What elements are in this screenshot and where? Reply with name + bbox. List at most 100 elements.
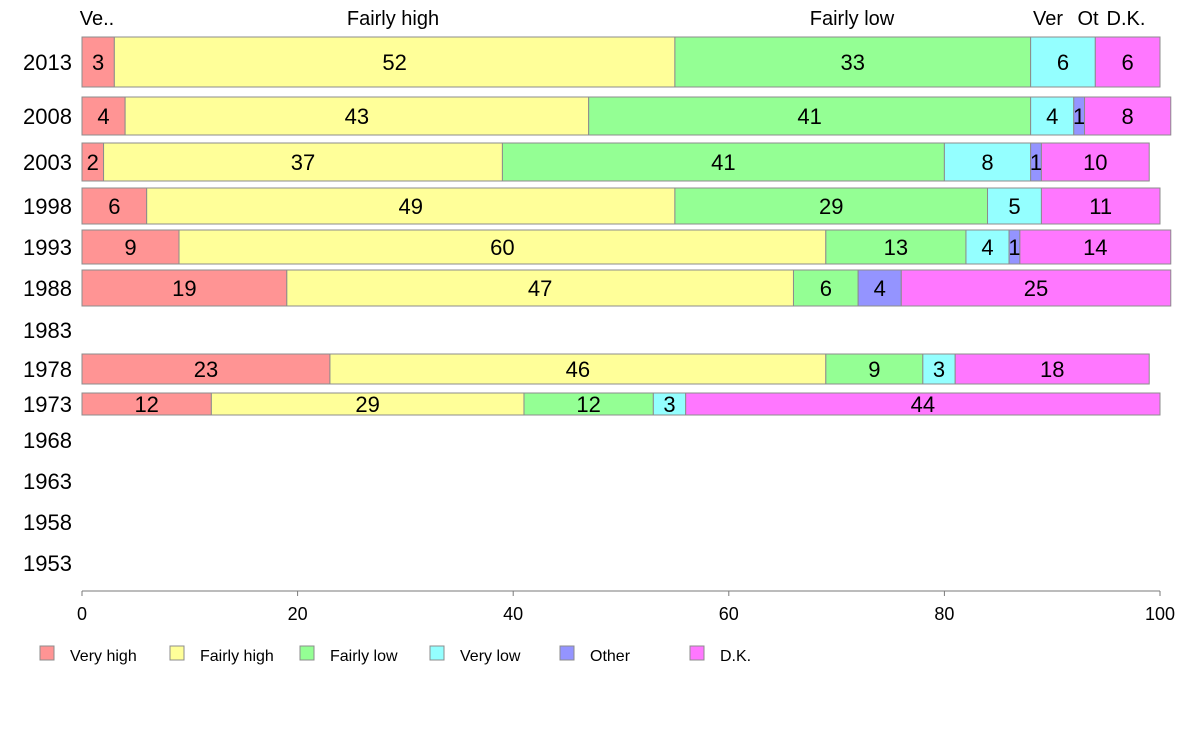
data-label: 18 xyxy=(1040,357,1064,382)
data-label: 5 xyxy=(1008,194,1020,219)
bar-segment xyxy=(113,36,676,88)
data-label: 19 xyxy=(172,276,196,301)
data-label: 14 xyxy=(1083,235,1107,260)
legend-swatch xyxy=(559,645,575,661)
data-label: 3 xyxy=(92,50,104,75)
y-tick-label: 1963 xyxy=(23,469,72,494)
data-label: 6 xyxy=(1057,50,1069,75)
x-tick-label: 0 xyxy=(77,604,87,624)
data-label: 6 xyxy=(108,194,120,219)
bar-segment xyxy=(792,269,859,307)
bar-segment xyxy=(674,36,1032,88)
data-label: 12 xyxy=(134,392,158,417)
top-label: Ve.. xyxy=(80,8,114,30)
x-tick-label: 60 xyxy=(719,604,739,624)
x-tick-label: 40 xyxy=(503,604,523,624)
bar-segment xyxy=(900,269,1172,307)
bar-segment xyxy=(81,96,126,136)
bar-segment xyxy=(825,353,924,385)
data-label: 49 xyxy=(399,194,423,219)
data-label: 3 xyxy=(663,392,675,417)
data-label: 46 xyxy=(566,357,590,382)
legend-swatch xyxy=(39,645,55,661)
bar-segment xyxy=(1040,187,1161,225)
data-label: 13 xyxy=(884,235,908,260)
data-label: 4 xyxy=(1046,104,1058,129)
data-label: 10 xyxy=(1083,150,1107,175)
data-label: 11 xyxy=(1089,194,1112,219)
top-label: Fairly low xyxy=(810,8,895,30)
top-label: Ver xyxy=(1033,8,1063,30)
data-label: 29 xyxy=(355,392,379,417)
data-label: 43 xyxy=(345,104,369,129)
bar-segment xyxy=(588,96,1032,136)
data-label: 33 xyxy=(841,50,865,75)
bar-segment xyxy=(81,187,148,225)
x-axis: 0 20 40 60 80 100 xyxy=(77,590,1175,624)
bar-segment xyxy=(178,229,827,265)
y-tick-label: 2013 xyxy=(23,50,72,75)
bar-segment xyxy=(81,353,331,385)
data-label: 1 xyxy=(1073,104,1085,129)
legend-label: Very low xyxy=(460,648,521,665)
y-tick-label: 1968 xyxy=(23,428,72,453)
data-label: 44 xyxy=(911,392,935,417)
legend-label: Very high xyxy=(70,648,137,665)
legend-swatch xyxy=(429,645,445,661)
y-tick-label: 1993 xyxy=(23,235,72,260)
x-tick-label: 80 xyxy=(934,604,954,624)
bar-segment xyxy=(1040,142,1150,182)
y-tick-label: 2008 xyxy=(23,104,72,129)
data-label: 1 xyxy=(1008,235,1020,260)
legend-label: D.K. xyxy=(720,648,751,665)
data-label: 4 xyxy=(874,276,886,301)
bar-segment xyxy=(103,142,503,182)
data-label: 52 xyxy=(382,50,406,75)
bar-segment xyxy=(501,142,945,182)
legend: Very high Fairly high Fairly low Very low Ot… xyxy=(39,645,751,665)
top-label: Fairly high xyxy=(347,8,439,30)
y-tick-label: 1983 xyxy=(23,318,72,343)
y-axis-labels: 2013 2008 2003 1998 1993 1988 1983 1978 1973 1968… xyxy=(23,50,72,576)
data-label: 47 xyxy=(528,276,552,301)
y-tick-label: 1953 xyxy=(23,551,72,576)
legend-swatch xyxy=(169,645,185,661)
data-label: 37 xyxy=(291,150,315,175)
data-label: 41 xyxy=(797,104,821,129)
data-label: 1 xyxy=(1030,150,1042,175)
data-label: 2 xyxy=(87,150,99,175)
bar-segment xyxy=(146,187,676,225)
x-tick-label: 20 xyxy=(288,604,308,624)
bar-segment xyxy=(124,96,590,136)
data-label: 4 xyxy=(981,235,993,260)
bar-segment xyxy=(329,353,827,385)
data-label: 60 xyxy=(490,235,514,260)
bar-segment xyxy=(685,392,1161,416)
y-tick-label: 2003 xyxy=(23,150,72,175)
bar-segment xyxy=(286,269,794,307)
bar-segment xyxy=(1084,96,1172,136)
x-tick-label: 100 xyxy=(1145,604,1175,624)
data-label: 3 xyxy=(933,357,945,382)
data-label: 8 xyxy=(981,150,993,175)
top-label: D.K. xyxy=(1107,8,1146,30)
bar-segment xyxy=(81,36,115,88)
y-tick-label: 1978 xyxy=(23,357,72,382)
data-label: 6 xyxy=(820,276,832,301)
y-tick-label: 1958 xyxy=(23,510,72,535)
legend-label: Fairly low xyxy=(330,648,398,665)
legend-label: Fairly high xyxy=(200,648,274,665)
bar-segment xyxy=(965,229,1010,265)
data-label: 12 xyxy=(576,392,600,417)
bar-segment xyxy=(674,187,989,225)
legend-swatch xyxy=(689,645,705,661)
data-label: 25 xyxy=(1024,276,1048,301)
y-tick-label: 1973 xyxy=(23,392,72,417)
data-label: 4 xyxy=(97,104,109,129)
bar-segment xyxy=(922,353,956,385)
bar-segment xyxy=(954,353,1150,385)
data-label: 29 xyxy=(819,194,843,219)
data-label: 23 xyxy=(194,357,218,382)
legend-swatch xyxy=(299,645,315,661)
